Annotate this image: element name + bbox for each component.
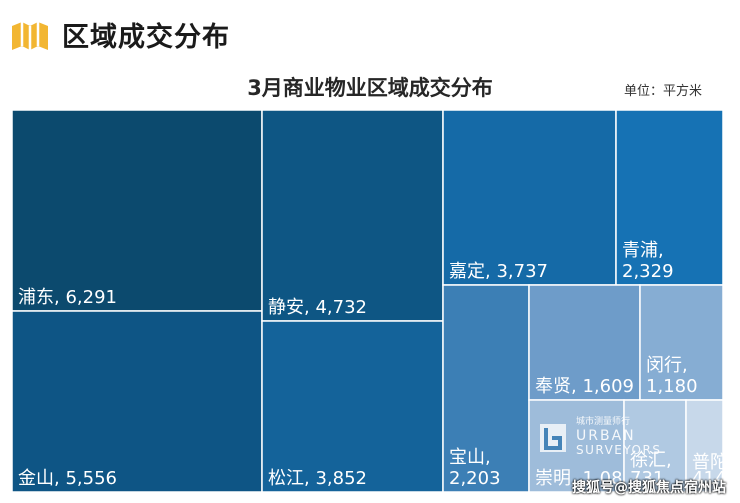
tile-普陀: 普陀, 414 [685,399,734,493]
tile-label: 普陀, 414 [692,452,734,489]
tile-奉贤: 奉贤, 1,609 [528,284,641,401]
tile-rect [442,284,530,493]
section-title: 区域成交分布 [62,22,230,53]
tile-label: 松江, 3,852 [268,468,367,489]
tile-rect [261,109,444,322]
tile-嘉定: 嘉定, 3,737 [442,109,617,286]
tile-rect [685,399,724,493]
tile-rect [11,310,263,493]
tile-闵行: 闵行, 1,180 [639,284,724,401]
tile-青浦: 青浦, 2,329 [615,109,724,286]
tile-金山: 金山, 5,556 [11,310,263,493]
tile-label: 青浦, 2,329 [622,240,674,282]
tile-label: 奉贤, 1,609 [535,376,634,397]
tile-徐汇: 徐汇, 731 [623,399,687,493]
tile-rect [528,284,641,401]
tile-label: 徐汇, 731 [630,450,672,489]
tile-label: 宝山, 2,203 [449,447,501,489]
tile-rect [615,109,724,286]
tile-静安: 静安, 4,732 [261,109,444,322]
watermark-credit: 搜狐号@搜狐焦点宿州站 [572,480,726,496]
tile-label: 嘉定, 3,737 [449,261,548,282]
tile-label: 闵行, 1,180 [646,355,698,397]
tile-label: 浦东, 6,291 [18,287,117,308]
unit-label: 单位：平方米 [623,84,702,99]
logo-line2: SURVEYORS [576,443,661,457]
tile-label: 静安, 4,732 [268,297,367,318]
chart-title: 3月商业物业区域成交分布 [247,76,493,100]
urban-surveyors-logo: 城市测量师行 URBAN SURVEYORS [540,415,661,457]
logo-title: 城市测量师行 [576,415,630,427]
tile-label: 崇明, 1,080 [535,468,634,489]
tile-rect [442,109,617,286]
section-header: 区域成交分布 [0,0,740,62]
tile-rect [623,399,687,493]
tile-label: 金山, 5,556 [18,468,117,489]
tile-rect [11,109,263,312]
folded-map-icon [12,22,48,50]
logo-line1: URBAN [576,428,636,444]
tile-浦东: 浦东, 6,291 [11,109,263,312]
tile-松江: 松江, 3,852 [261,320,444,493]
tile-宝山: 宝山, 2,203 [442,284,530,493]
tile-rect [639,284,724,401]
tile-rect [261,320,444,493]
